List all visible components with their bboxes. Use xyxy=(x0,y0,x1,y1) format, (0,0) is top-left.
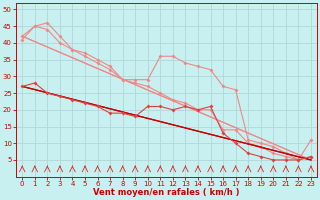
X-axis label: Vent moyen/en rafales ( km/h ): Vent moyen/en rafales ( km/h ) xyxy=(93,188,240,197)
